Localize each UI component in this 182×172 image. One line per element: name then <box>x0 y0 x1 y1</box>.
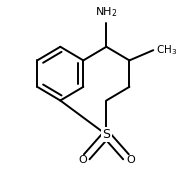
Text: O: O <box>78 155 87 165</box>
Text: S: S <box>102 128 110 141</box>
Text: O: O <box>127 155 135 165</box>
Text: CH$_3$: CH$_3$ <box>156 43 177 57</box>
Text: NH$_2$: NH$_2$ <box>95 6 118 19</box>
